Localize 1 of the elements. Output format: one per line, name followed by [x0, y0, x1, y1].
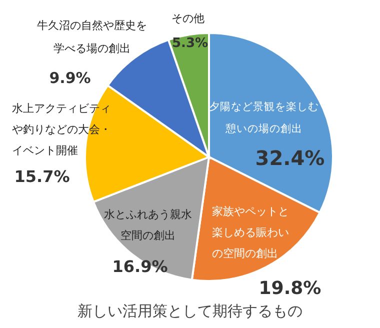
title: 新しい活用策として期待するもの [78, 302, 302, 320]
